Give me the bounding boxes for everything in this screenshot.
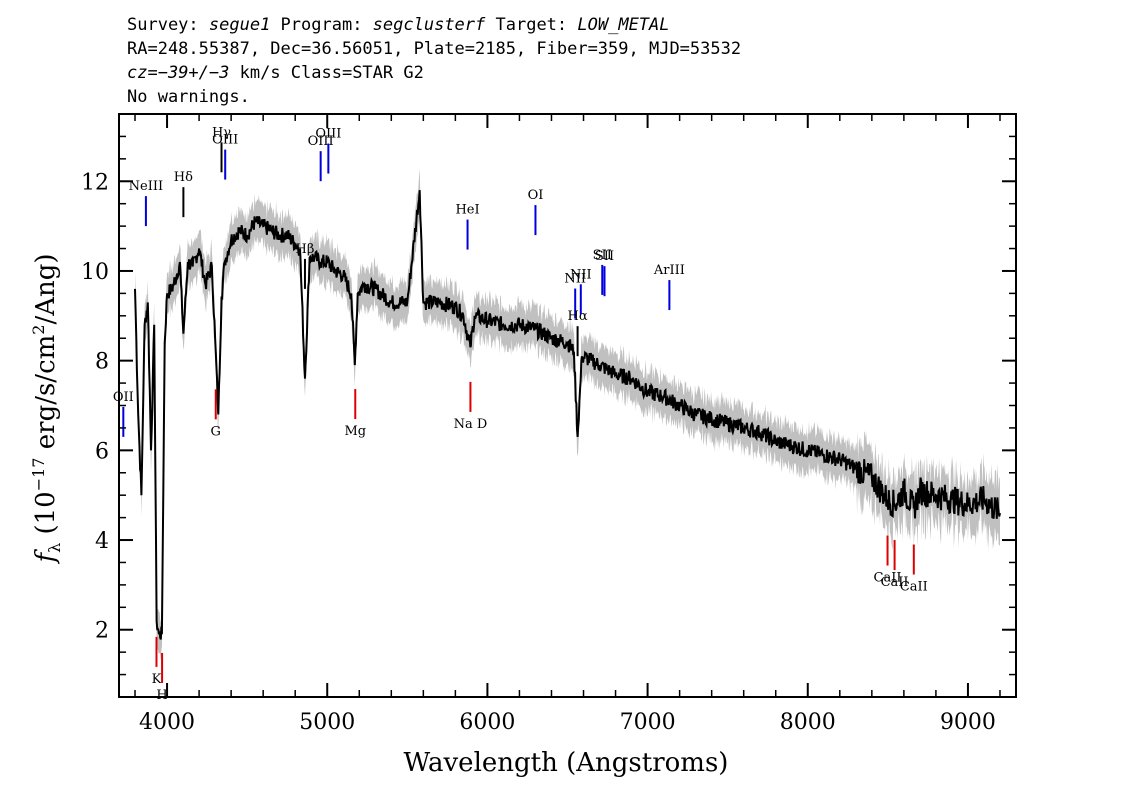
x-tick-label-0: 4000 <box>139 710 195 735</box>
error-band <box>135 168 1000 661</box>
emission-line-label-13: SII <box>593 248 612 263</box>
absorption-line-label-5: CaII <box>874 571 902 586</box>
x-tick-label-5: 9000 <box>940 710 996 735</box>
emission-line-label-6: OIII <box>308 134 334 149</box>
axes: 4000 5000 6000 7000 8000 9000 2 4 6 8 10 12 <box>81 113 1017 735</box>
error-band-area <box>135 168 1000 661</box>
header-line-3: cz=−39+/−3 km/s Class=STAR G2 <box>127 63 424 83</box>
y-tick-label-2: 6 <box>95 439 109 464</box>
flux-layer <box>134 190 1001 640</box>
y-tick-label-0: 2 <box>95 619 109 644</box>
y-tick-label-5: 12 <box>81 170 109 195</box>
absorption-line-label-2: G <box>211 424 221 439</box>
emission-line-label-11: Hα <box>568 309 588 324</box>
header-line-2: RA=248.55387, Dec=36.56051, Plate=2185, … <box>127 39 741 59</box>
emission-line-label-14: SII <box>595 249 614 264</box>
emission-line-label-1: NeIII <box>129 179 163 194</box>
x-tick-label-4: 8000 <box>780 710 836 735</box>
emission-line-label-5: Hβ <box>296 242 315 257</box>
header-line-1: Survey: segue1 Program: segclusterf Targ… <box>127 15 670 35</box>
flux-series-line <box>134 190 1001 640</box>
emission-line-label-12: NII <box>570 267 592 282</box>
emission-line-label-10: NII <box>564 272 586 287</box>
plot-frame <box>118 113 1017 698</box>
x-tick-label-3: 7000 <box>620 710 676 735</box>
x-axis-title: Wavelength (Angstroms) <box>404 748 729 778</box>
emission-line-label-3: Hγ <box>212 125 231 140</box>
absorption-line-label-7: CaII <box>900 580 928 595</box>
absorption-line-label-3: Mg <box>344 424 366 439</box>
y-axis-title: fλ (10−17 erg/s/cm2/Ang) <box>29 253 64 564</box>
spectral-line-markers: OIINeIIIHδHγOIIIHβOIIIOIIIHeIOINIIHαNIIS… <box>113 125 928 703</box>
emission-line-label-9: OI <box>528 188 544 203</box>
emission-line-label-0: OII <box>113 390 134 405</box>
header-line-4: No warnings. <box>127 87 250 107</box>
y-tick-label-3: 8 <box>95 350 109 375</box>
absorption-line-label-1: H <box>156 688 167 703</box>
absorption-line-label-6: CaII <box>881 575 909 590</box>
y-tick-label-1: 4 <box>95 529 109 554</box>
emission-line-label-8: HeI <box>455 203 479 218</box>
y-tick-label-4: 10 <box>81 260 109 285</box>
absorption-line-label-4: Na D <box>454 417 488 432</box>
absorption-line-label-0: K <box>152 672 162 687</box>
emission-line-label-15: ArIII <box>653 263 685 278</box>
x-tick-label-1: 5000 <box>299 710 355 735</box>
emission-line-label-4: OIII <box>212 133 238 148</box>
emission-line-label-2: Hδ <box>174 170 193 185</box>
emission-line-label-7: OIII <box>315 127 341 142</box>
x-tick-label-2: 6000 <box>459 710 515 735</box>
